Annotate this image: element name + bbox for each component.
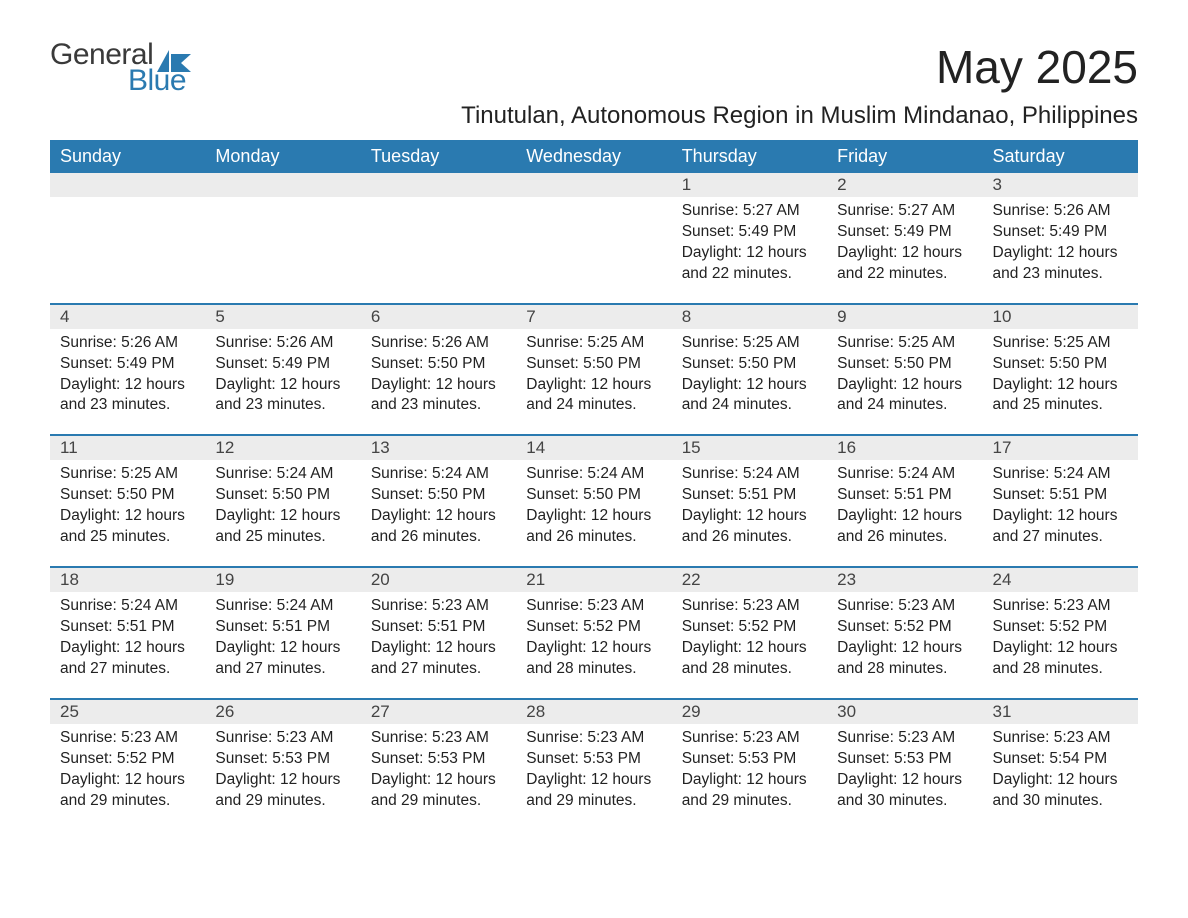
day-number-cell: 6	[361, 304, 516, 329]
day-info-cell: Sunrise: 5:23 AMSunset: 5:53 PMDaylight:…	[205, 724, 360, 830]
day-number-cell: 11	[50, 435, 205, 460]
day-number-row: 25262728293031	[50, 699, 1138, 724]
day-number-row: 11121314151617	[50, 435, 1138, 460]
day-number-cell: 1	[672, 173, 827, 197]
day-info-cell: Sunrise: 5:25 AMSunset: 5:50 PMDaylight:…	[516, 329, 671, 436]
day-number-cell: 18	[50, 567, 205, 592]
day-number-cell: 25	[50, 699, 205, 724]
day-info-cell	[516, 197, 671, 304]
day-info-cell: Sunrise: 5:27 AMSunset: 5:49 PMDaylight:…	[672, 197, 827, 304]
day-info-cell: Sunrise: 5:23 AMSunset: 5:52 PMDaylight:…	[50, 724, 205, 830]
day-header: Monday	[205, 140, 360, 173]
day-info-cell	[205, 197, 360, 304]
day-info-cell: Sunrise: 5:24 AMSunset: 5:51 PMDaylight:…	[205, 592, 360, 699]
day-number-cell: 15	[672, 435, 827, 460]
day-info-row: Sunrise: 5:26 AMSunset: 5:49 PMDaylight:…	[50, 329, 1138, 436]
header: General Blue May 2025	[50, 20, 1138, 98]
day-info-cell: Sunrise: 5:26 AMSunset: 5:49 PMDaylight:…	[983, 197, 1138, 304]
day-number-row: 18192021222324	[50, 567, 1138, 592]
day-info-cell: Sunrise: 5:24 AMSunset: 5:51 PMDaylight:…	[672, 460, 827, 567]
day-number-cell: 29	[672, 699, 827, 724]
day-number-cell: 24	[983, 567, 1138, 592]
day-header: Tuesday	[361, 140, 516, 173]
day-number-row: 123	[50, 173, 1138, 197]
day-info-cell: Sunrise: 5:24 AMSunset: 5:50 PMDaylight:…	[516, 460, 671, 567]
day-header: Saturday	[983, 140, 1138, 173]
day-header: Sunday	[50, 140, 205, 173]
day-info-row: Sunrise: 5:25 AMSunset: 5:50 PMDaylight:…	[50, 460, 1138, 567]
day-info-cell: Sunrise: 5:25 AMSunset: 5:50 PMDaylight:…	[827, 329, 982, 436]
day-header: Thursday	[672, 140, 827, 173]
day-header: Wednesday	[516, 140, 671, 173]
location-subtitle: Tinutulan, Autonomous Region in Muslim M…	[50, 102, 1138, 130]
day-of-week-header-row: SundayMondayTuesdayWednesdayThursdayFrid…	[50, 140, 1138, 173]
day-info-cell: Sunrise: 5:23 AMSunset: 5:54 PMDaylight:…	[983, 724, 1138, 830]
day-number-cell: 19	[205, 567, 360, 592]
day-number-cell: 2	[827, 173, 982, 197]
day-number-cell: 16	[827, 435, 982, 460]
day-number-cell: 3	[983, 173, 1138, 197]
day-number-cell: 28	[516, 699, 671, 724]
day-info-cell: Sunrise: 5:24 AMSunset: 5:51 PMDaylight:…	[50, 592, 205, 699]
day-info-cell: Sunrise: 5:23 AMSunset: 5:52 PMDaylight:…	[827, 592, 982, 699]
day-number-cell: 22	[672, 567, 827, 592]
day-info-cell: Sunrise: 5:23 AMSunset: 5:53 PMDaylight:…	[516, 724, 671, 830]
day-number-cell: 5	[205, 304, 360, 329]
day-number-cell	[361, 173, 516, 197]
day-info-cell: Sunrise: 5:24 AMSunset: 5:50 PMDaylight:…	[361, 460, 516, 567]
day-number-cell: 8	[672, 304, 827, 329]
brand-logo: General Blue	[50, 38, 193, 98]
day-number-cell	[50, 173, 205, 197]
day-info-row: Sunrise: 5:24 AMSunset: 5:51 PMDaylight:…	[50, 592, 1138, 699]
calendar-table: SundayMondayTuesdayWednesdayThursdayFrid…	[50, 140, 1138, 829]
day-number-cell: 12	[205, 435, 360, 460]
day-number-cell: 31	[983, 699, 1138, 724]
day-number-cell	[516, 173, 671, 197]
day-number-cell: 9	[827, 304, 982, 329]
day-number-cell: 30	[827, 699, 982, 724]
day-info-cell	[361, 197, 516, 304]
day-info-cell: Sunrise: 5:23 AMSunset: 5:53 PMDaylight:…	[672, 724, 827, 830]
day-info-cell: Sunrise: 5:27 AMSunset: 5:49 PMDaylight:…	[827, 197, 982, 304]
day-number-row: 45678910	[50, 304, 1138, 329]
day-number-cell: 20	[361, 567, 516, 592]
day-info-row: Sunrise: 5:27 AMSunset: 5:49 PMDaylight:…	[50, 197, 1138, 304]
day-number-cell: 17	[983, 435, 1138, 460]
day-info-cell: Sunrise: 5:26 AMSunset: 5:50 PMDaylight:…	[361, 329, 516, 436]
day-number-cell: 23	[827, 567, 982, 592]
day-info-cell: Sunrise: 5:24 AMSunset: 5:50 PMDaylight:…	[205, 460, 360, 567]
day-number-cell: 4	[50, 304, 205, 329]
day-header: Friday	[827, 140, 982, 173]
day-info-cell: Sunrise: 5:23 AMSunset: 5:53 PMDaylight:…	[827, 724, 982, 830]
brand-blue: Blue	[128, 64, 186, 98]
page-title: May 2025	[936, 40, 1138, 94]
day-number-cell: 14	[516, 435, 671, 460]
day-info-cell: Sunrise: 5:25 AMSunset: 5:50 PMDaylight:…	[672, 329, 827, 436]
day-number-cell: 27	[361, 699, 516, 724]
day-info-cell: Sunrise: 5:23 AMSunset: 5:52 PMDaylight:…	[672, 592, 827, 699]
day-info-cell: Sunrise: 5:25 AMSunset: 5:50 PMDaylight:…	[50, 460, 205, 567]
day-info-cell	[50, 197, 205, 304]
day-info-cell: Sunrise: 5:26 AMSunset: 5:49 PMDaylight:…	[50, 329, 205, 436]
day-number-cell: 21	[516, 567, 671, 592]
day-info-cell: Sunrise: 5:23 AMSunset: 5:53 PMDaylight:…	[361, 724, 516, 830]
day-info-row: Sunrise: 5:23 AMSunset: 5:52 PMDaylight:…	[50, 724, 1138, 830]
day-info-cell: Sunrise: 5:25 AMSunset: 5:50 PMDaylight:…	[983, 329, 1138, 436]
day-info-cell: Sunrise: 5:23 AMSunset: 5:52 PMDaylight:…	[516, 592, 671, 699]
day-info-cell: Sunrise: 5:23 AMSunset: 5:52 PMDaylight:…	[983, 592, 1138, 699]
day-number-cell: 26	[205, 699, 360, 724]
day-info-cell: Sunrise: 5:24 AMSunset: 5:51 PMDaylight:…	[827, 460, 982, 567]
day-number-cell: 10	[983, 304, 1138, 329]
day-number-cell: 7	[516, 304, 671, 329]
day-info-cell: Sunrise: 5:26 AMSunset: 5:49 PMDaylight:…	[205, 329, 360, 436]
day-info-cell: Sunrise: 5:23 AMSunset: 5:51 PMDaylight:…	[361, 592, 516, 699]
day-number-cell	[205, 173, 360, 197]
day-number-cell: 13	[361, 435, 516, 460]
day-info-cell: Sunrise: 5:24 AMSunset: 5:51 PMDaylight:…	[983, 460, 1138, 567]
